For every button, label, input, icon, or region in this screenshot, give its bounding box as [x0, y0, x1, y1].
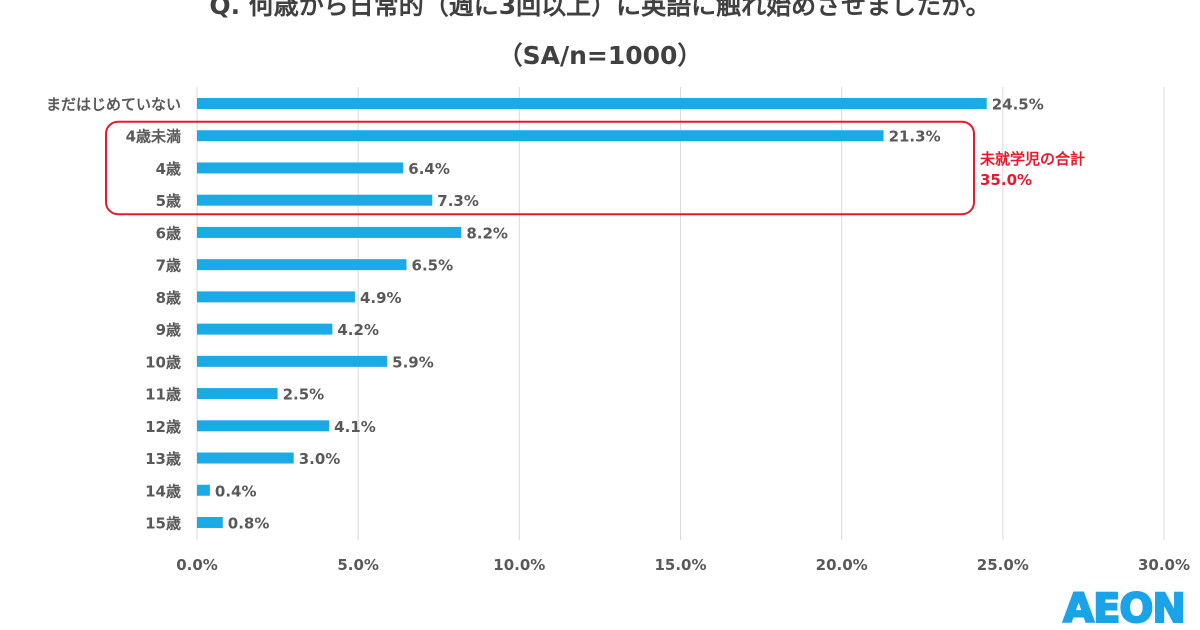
- value-label: 0.4%: [215, 482, 257, 500]
- labels: 0.0% 5.0% 10.0% 15.0% 20.0% 25.0% 30.0% まだはじめてい…: [46, 96, 1190, 575]
- category-label: まだはじめていない: [46, 96, 181, 114]
- value-label: 21.3%: [889, 128, 941, 146]
- x-tick-label: 0.0%: [176, 556, 218, 574]
- bar: [197, 194, 433, 206]
- value-label: 2.5%: [283, 386, 325, 404]
- value-label: 0.8%: [228, 514, 270, 532]
- category-label: 6歳: [156, 224, 181, 242]
- x-tick-label: 15.0%: [654, 556, 706, 574]
- bar: [197, 452, 294, 464]
- value-label: 4.2%: [337, 321, 379, 339]
- bar: [197, 291, 355, 303]
- value-label: 6.4%: [408, 160, 450, 178]
- annotation: 未就学児の合計 35.0%: [105, 120, 1085, 216]
- chart-title: Q. 何歳から日常的（週に3回以上）に英語に触れ始めさせましたか。: [209, 0, 991, 20]
- category-label: 14歳: [145, 482, 181, 500]
- value-label: 3.0%: [299, 450, 341, 468]
- chart-subtitle: （SA/n=1000）: [497, 41, 703, 70]
- annotation-label: 未就学児の合計: [979, 150, 1085, 168]
- category-label: 5歳: [156, 192, 181, 210]
- bars: [197, 98, 987, 528]
- x-tick-label: 20.0%: [816, 556, 868, 574]
- bar: [197, 130, 884, 142]
- svg-text:AEON: AEON: [1063, 586, 1185, 628]
- bar: [197, 98, 987, 109]
- category-label: 4歳未満: [126, 128, 181, 146]
- category-label: 9歳: [156, 321, 181, 339]
- x-tick-label: 5.0%: [337, 556, 379, 574]
- category-label: 4歳: [156, 160, 181, 178]
- grid-lines: [196, 87, 1165, 540]
- category-label: 11歳: [145, 386, 181, 404]
- bar: [197, 420, 330, 432]
- value-label: 8.2%: [466, 224, 508, 242]
- value-label: 4.9%: [360, 289, 402, 307]
- bar: [197, 259, 407, 271]
- value-label: 24.5%: [992, 96, 1044, 114]
- category-label: 8歳: [156, 289, 181, 307]
- x-tick-label: 10.0%: [493, 556, 545, 574]
- highlight-box: [105, 120, 975, 216]
- category-label: 7歳: [156, 257, 181, 275]
- bar: [197, 355, 388, 367]
- bar: [197, 323, 333, 335]
- category-label: 13歳: [145, 450, 181, 468]
- value-label: 7.3%: [437, 192, 479, 210]
- aeon-logo: AEON: [1062, 585, 1187, 628]
- annotation-value: 35.0%: [980, 171, 1032, 189]
- value-label: 5.9%: [392, 353, 434, 371]
- category-label: 15歳: [145, 514, 181, 532]
- value-label: 4.1%: [334, 418, 376, 436]
- bar: [197, 162, 404, 174]
- bar: [197, 484, 210, 496]
- category-label: 10歳: [145, 353, 181, 371]
- category-label: 12歳: [145, 418, 181, 436]
- bar: [197, 388, 278, 400]
- bar: [197, 516, 223, 528]
- bar: [197, 226, 462, 238]
- value-label: 6.5%: [412, 257, 454, 275]
- x-tick-label: 30.0%: [1138, 556, 1190, 574]
- x-tick-label: 25.0%: [977, 556, 1029, 574]
